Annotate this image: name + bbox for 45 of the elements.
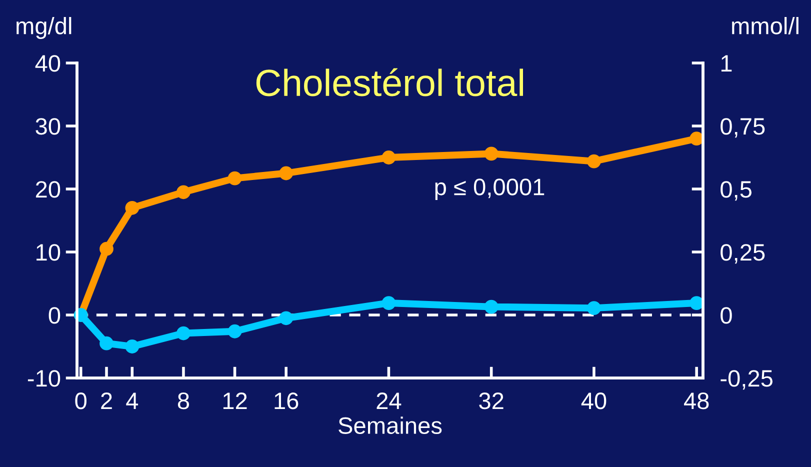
point: [125, 200, 140, 215]
y2-tick-label: 0,5: [720, 181, 752, 201]
y-tick-label: 0: [48, 307, 60, 324]
y2-tick-label: -0,25: [720, 370, 772, 390]
point: [228, 324, 242, 338]
x-tick-label: 32: [479, 392, 504, 410]
point: [690, 296, 704, 310]
x-tick-label: 12: [223, 392, 247, 409]
y2-tick-label: 1: [721, 55, 732, 72]
point: [100, 242, 114, 256]
point: [587, 154, 601, 168]
y-axis-title: mg/dl: [16, 16, 72, 40]
point: [100, 336, 114, 350]
point: [125, 340, 140, 354]
x-tick-label: 8: [178, 392, 190, 410]
point: [176, 185, 190, 200]
y-tick-label: 10: [36, 244, 60, 261]
x-tick-label: 0: [75, 392, 86, 410]
point: [176, 326, 190, 340]
x-tick-label: 24: [376, 392, 402, 409]
point: [690, 132, 704, 146]
annotation: p ≤ 0,0001: [435, 178, 544, 200]
x-axis-title: Semaines: [338, 416, 442, 434]
point: [587, 301, 601, 316]
x-tick-label: 48: [684, 392, 709, 410]
y2-axis-title: mmol/l: [732, 16, 798, 34]
x-tick-label: 16: [274, 392, 298, 410]
point: [484, 146, 498, 161]
y-tick-label: 40: [35, 55, 60, 72]
y-tick-label: -10: [28, 370, 60, 387]
point: [484, 300, 498, 314]
y2-tick-label: 0: [720, 307, 732, 324]
y-tick-label: 20: [36, 181, 60, 198]
point: [382, 150, 396, 164]
y2-tick-label: 0,25: [720, 244, 765, 264]
y-tick-label: 30: [36, 118, 60, 135]
chart-title: Cholestérol total: [256, 68, 523, 96]
point: [382, 296, 396, 310]
point: [228, 171, 242, 186]
x-tick-label: 2: [101, 392, 112, 409]
y2-tick-label: 0,75: [720, 118, 765, 138]
point: [279, 311, 294, 326]
point: [279, 166, 294, 180]
x-tick-label: 40: [581, 392, 606, 410]
x-tick-label: 4: [126, 392, 138, 409]
